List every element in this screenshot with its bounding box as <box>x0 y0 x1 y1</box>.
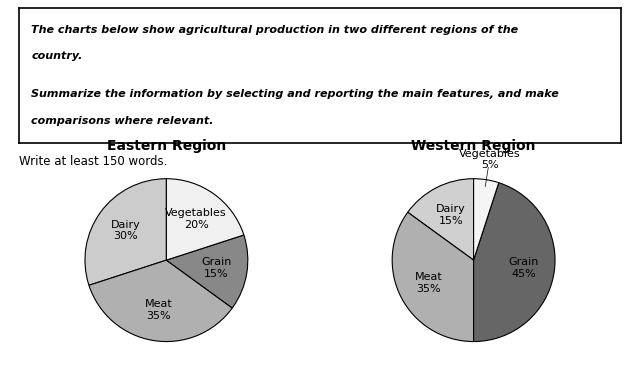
Text: Meat
35%: Meat 35% <box>415 272 442 294</box>
Text: Write at least 150 words.: Write at least 150 words. <box>19 155 168 167</box>
Text: Grain
45%: Grain 45% <box>508 257 539 279</box>
Wedge shape <box>474 179 499 260</box>
Wedge shape <box>85 179 166 285</box>
Text: comparisons where relevant.: comparisons where relevant. <box>31 116 214 126</box>
Text: Vegetables
5%: Vegetables 5% <box>459 149 520 170</box>
Title: Western Region: Western Region <box>412 139 536 153</box>
Wedge shape <box>392 212 474 342</box>
Text: Dairy
30%: Dairy 30% <box>111 220 140 241</box>
Wedge shape <box>408 179 474 260</box>
Text: Grain
15%: Grain 15% <box>201 257 232 279</box>
Text: country.: country. <box>31 51 83 61</box>
Text: Meat
35%: Meat 35% <box>145 299 172 321</box>
Text: Dairy
15%: Dairy 15% <box>436 204 465 226</box>
Text: Vegetables
20%: Vegetables 20% <box>165 208 227 230</box>
Text: Summarize the information by selecting and reporting the main features, and make: Summarize the information by selecting a… <box>31 89 559 99</box>
Wedge shape <box>166 235 248 308</box>
Wedge shape <box>166 179 244 260</box>
Wedge shape <box>89 260 232 342</box>
Wedge shape <box>474 183 555 342</box>
Title: Eastern Region: Eastern Region <box>107 139 226 153</box>
Text: The charts below show agricultural production in two different regions of the: The charts below show agricultural produ… <box>31 25 518 35</box>
